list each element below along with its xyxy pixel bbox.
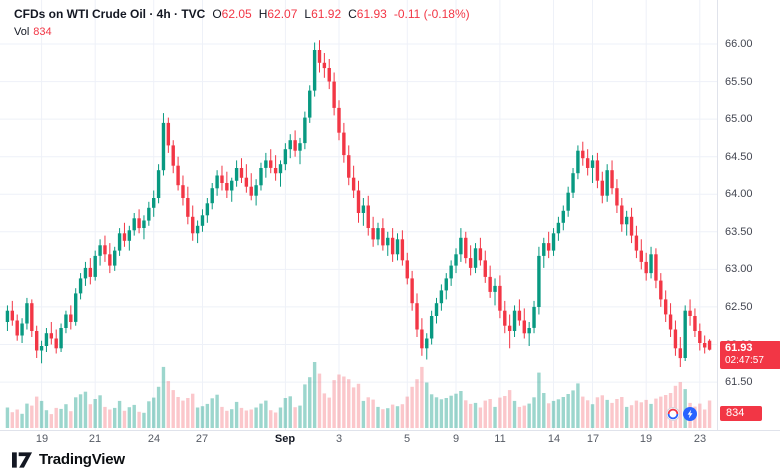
ohlc-low: L61.92 — [304, 7, 342, 21]
legend-row-volume: Vol 834 — [14, 24, 470, 40]
legend-row-1: CFDs on WTI Crude Oil · 4h · TVC O62.05 H6… — [14, 6, 470, 22]
time-label-day: 23 — [693, 433, 707, 445]
footer-bar: TradingView — [0, 447, 780, 470]
ohlc-high: H62.07 — [258, 7, 298, 21]
price-tick-label: 65.50 — [725, 76, 753, 88]
time-label-day: 14 — [547, 433, 561, 445]
time-label-day: 21 — [88, 433, 102, 445]
price-tick-label: 62.50 — [725, 301, 753, 313]
time-label-day: 27 — [195, 433, 209, 445]
bar-countdown: 02:47:57 — [725, 355, 764, 366]
symbol-title[interactable]: CFDs on WTI Crude Oil · 4h · TVC — [14, 7, 206, 21]
last-price-badge: 61.93 02:47:57 — [720, 341, 780, 369]
volume-badge: 834 — [720, 406, 762, 421]
price-axis[interactable]: 66.00 65.50 65.00 64.50 64.00 63.50 63.00 62.50… — [717, 0, 780, 447]
price-change: -0.11 (-0.18%) — [393, 7, 470, 21]
tradingview-logo-link[interactable]: TradingView — [12, 451, 125, 468]
time-label-day: 24 — [147, 433, 161, 445]
price-tick-label: 63.00 — [725, 263, 753, 275]
ohlc-close: C61.93 — [348, 7, 387, 21]
chart-legend: CFDs on WTI Crude Oil · 4h · TVC O62.05 H6… — [14, 6, 470, 40]
candlestick-chart[interactable] — [0, 0, 717, 430]
time-label-day: 19 — [35, 433, 49, 445]
time-label-day: 3 — [335, 433, 343, 445]
chart-pane: CFDs on WTI Crude Oil · 4h · TVC O62.05 H6… — [0, 0, 717, 430]
time-label-day: 19 — [639, 433, 653, 445]
volume-label: Vol — [14, 26, 30, 38]
tradingview-wordmark: TradingView — [39, 451, 125, 468]
tradingview-logo-icon — [12, 451, 33, 468]
data-provider-badges — [666, 407, 697, 421]
time-axis[interactable]: 19 21 24 27 Sep 3 5 9 11 14 17 19 23 — [0, 430, 780, 448]
time-label-month: Sep — [274, 433, 296, 445]
price-tick-label: 64.00 — [725, 188, 753, 200]
time-label-day: 11 — [494, 433, 506, 445]
time-label-day: 5 — [403, 433, 411, 445]
time-label-day: 9 — [452, 433, 460, 445]
price-tick-label: 63.50 — [725, 226, 753, 238]
time-label-day: 17 — [586, 433, 600, 445]
volume-value: 834 — [33, 26, 52, 38]
price-tick-label: 61.50 — [725, 376, 753, 388]
price-tick-label: 65.00 — [725, 113, 753, 125]
last-price-value: 61.93 — [725, 342, 753, 354]
data-provider-icon[interactable] — [666, 407, 680, 421]
ohlc-open: O62.05 — [212, 7, 252, 21]
price-tick-label: 64.50 — [725, 151, 753, 163]
price-tick-label: 66.00 — [725, 38, 753, 50]
realtime-bolt-icon[interactable] — [683, 407, 697, 421]
